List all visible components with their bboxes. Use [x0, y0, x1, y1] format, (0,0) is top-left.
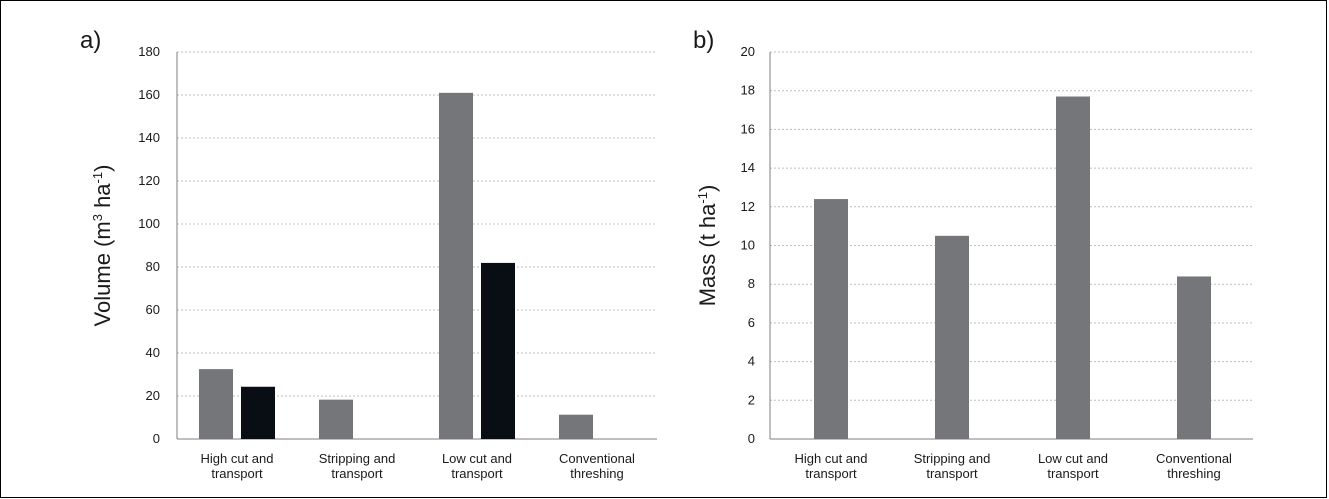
y-tick-label: 40 — [146, 345, 160, 360]
bar-series1 — [199, 369, 233, 439]
y-tick-label: 2 — [748, 392, 755, 407]
y-axis-label: Mass (t ha-1) — [695, 185, 720, 307]
y-tick-label: 20 — [741, 44, 755, 59]
panel-label: a) — [80, 27, 101, 54]
x-category-label: High cut and transport — [201, 451, 274, 481]
x-category-label: Conventional threshing — [1156, 451, 1232, 481]
x-category-label: Conventional threshing — [559, 451, 635, 481]
x-category-label: Stripping and transport — [914, 451, 991, 481]
y-tick-label: 180 — [138, 44, 160, 59]
y-tick-label: 14 — [741, 160, 755, 175]
bar-series1 — [935, 235, 969, 439]
y-tick-label: 60 — [146, 302, 160, 317]
chart-panel-a: 0 20 40 60 80 100 120 140 160 180 High cut and tran… — [80, 27, 657, 481]
bar-series1 — [559, 414, 593, 439]
panel-label: b) — [693, 27, 714, 54]
x-category-label: Stripping and transport — [319, 451, 396, 481]
bar-series1 — [814, 199, 848, 439]
y-tick-label: 100 — [138, 216, 160, 231]
bar-series1 — [319, 399, 353, 439]
y-tick-label: 6 — [748, 315, 755, 330]
y-tick-label: 140 — [138, 130, 160, 145]
y-tick-label: 4 — [748, 354, 755, 369]
x-category-label: Low cut and transport — [1038, 451, 1108, 481]
y-tick-label: 80 — [146, 259, 160, 274]
y-tick-label: 16 — [741, 121, 755, 136]
x-category-label: Low cut and transport — [442, 451, 512, 481]
y-tick-label: 160 — [138, 87, 160, 102]
bar-series1 — [1177, 276, 1211, 439]
bar-series2 — [481, 262, 515, 439]
bar-series2 — [241, 386, 275, 439]
x-category-label: High cut and transport — [795, 451, 868, 481]
y-axis-label: Volume (m3 ha-1) — [90, 165, 115, 327]
y-tick-label: 0 — [153, 431, 160, 446]
y-tick-label: 8 — [748, 276, 755, 291]
y-tick-label: 10 — [741, 238, 755, 253]
y-tick-label: 0 — [748, 431, 755, 446]
y-tick-label: 12 — [741, 199, 755, 214]
y-tick-label: 120 — [138, 173, 160, 188]
bar-series1 — [439, 92, 473, 439]
y-tick-label: 18 — [741, 83, 755, 98]
bar-series1 — [1056, 96, 1090, 439]
y-tick-label: 20 — [146, 388, 160, 403]
chart-panel-b: 0 2 4 6 8 10 12 14 16 18 20 High cut and transport St… — [693, 27, 1253, 481]
